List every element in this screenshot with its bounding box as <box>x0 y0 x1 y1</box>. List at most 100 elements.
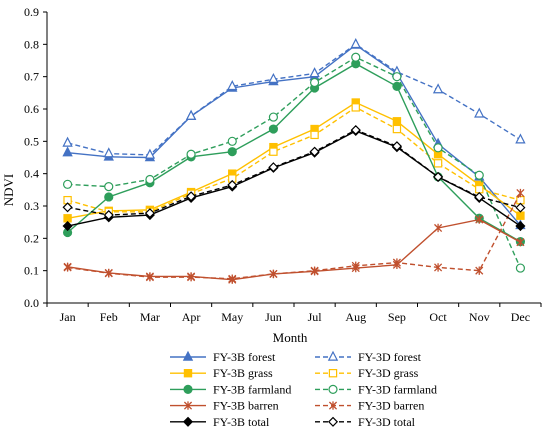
legend-item-fy-3b-farmland: FY-3B farmland <box>170 382 291 396</box>
series-fy-3b-total <box>62 125 526 232</box>
x-tick-labels: Jan Feb Mar Apr May Jun Jul Aug Sep Oct Nov Dec <box>60 310 530 324</box>
y-tick-label: 0.7 <box>24 70 39 84</box>
point-fy-3b-farmland-sep <box>392 81 402 91</box>
legend-swatch-marker <box>183 369 193 378</box>
point-fy-3d-farmland-dec <box>515 263 526 273</box>
series-fy-3d-farmland <box>62 52 526 273</box>
x-tick-label-mar: Mar <box>140 310 160 324</box>
point-fy-3d-forest-jan <box>62 136 73 147</box>
x-tick-label-jul: Jul <box>308 310 323 324</box>
point-fy-3d-farmland-jun <box>268 112 279 122</box>
legend-item-fy-3b-total: FY-3B total <box>170 415 270 429</box>
point-fy-3d-barren-oct <box>434 263 443 272</box>
point-fy-3d-total-aug <box>350 124 361 136</box>
point-fy-3d-forest-jun <box>268 72 279 84</box>
point-fy-3b-barren-dec <box>516 238 525 247</box>
legend-item-fy-3d-farmland: FY-3D farmland <box>315 382 437 396</box>
point-fy-3b-farmland-may <box>227 147 237 157</box>
legend-label: FY-3D farmland <box>358 382 437 396</box>
point-fy-3d-barren-dec <box>516 188 525 198</box>
legend-label: FY-3B grass <box>213 366 273 380</box>
legend-label: FY-3B farmland <box>213 382 291 396</box>
point-fy-3d-forest-dec <box>515 133 526 144</box>
y-tick-label: 0.3 <box>24 199 39 213</box>
point-fy-3d-barren-aug <box>351 261 360 271</box>
point-fy-3d-grass-jul <box>310 130 319 140</box>
point-fy-3d-forest-may <box>227 80 238 91</box>
series-line-fy-3d-grass <box>67 106 521 213</box>
point-fy-3b-barren-oct <box>434 223 443 233</box>
legend-swatch-marker <box>183 384 193 394</box>
point-fy-3d-forest-nov <box>474 107 485 118</box>
x-tick-label-sep: Sep <box>388 310 406 324</box>
y-axis-label: NDVI <box>1 174 16 207</box>
x-axis-label: Month <box>273 330 308 345</box>
point-fy-3d-barren-jun <box>269 269 278 279</box>
point-fy-3d-forest-mar <box>144 148 156 159</box>
legend-swatch-marker <box>328 384 338 394</box>
point-fy-3b-forest-jan <box>62 146 73 157</box>
point-fy-3d-barren-jan <box>63 263 72 272</box>
legend-label: FY-3D total <box>358 415 416 429</box>
x-tick-label-feb: Feb <box>100 310 118 324</box>
point-fy-3d-barren-apr <box>187 272 196 282</box>
point-fy-3d-farmland-jul <box>309 77 320 88</box>
y-tick-labels: 0.0 0.1 0.2 0.3 0.4 0.5 0.6 0.7 0.8 0.9 <box>24 5 39 310</box>
point-fy-3d-farmland-apr <box>186 149 196 159</box>
legend-swatch-marker <box>182 350 194 361</box>
point-fy-3d-barren-feb <box>104 269 113 278</box>
x-tick-label-jan: Jan <box>60 310 76 324</box>
series-fy-3d-forest <box>62 38 526 159</box>
point-fy-3d-farmland-nov <box>474 170 484 180</box>
point-fy-3b-farmland-feb <box>104 192 114 202</box>
point-fy-3d-forest-aug <box>350 38 361 49</box>
point-fy-3d-total-apr <box>186 191 197 202</box>
series-line-fy-3d-total <box>67 129 521 216</box>
point-fy-3d-total-may <box>227 179 238 191</box>
legend-swatch-marker <box>327 416 339 427</box>
x-tick-label-may: May <box>221 310 243 324</box>
point-fy-3d-total-jul <box>309 146 320 157</box>
point-fy-3b-total-jan <box>62 220 73 232</box>
x-tick-label-apr: Apr <box>182 310 201 324</box>
legend-swatch-marker <box>182 416 194 427</box>
legend-item-fy-3d-barren: FY-3D barren <box>315 399 424 413</box>
point-fy-3d-total-feb <box>103 210 114 221</box>
point-fy-3b-grass-dec <box>516 211 525 220</box>
chart-axes <box>43 11 542 307</box>
point-fy-3b-grass-sep <box>392 117 402 126</box>
point-fy-3d-total-mar <box>144 208 155 219</box>
point-fy-3d-farmland-aug <box>351 52 361 62</box>
point-fy-3d-total-nov <box>474 191 485 202</box>
y-tick-label: 0.4 <box>24 167 39 181</box>
legend-item-fy-3b-barren: FY-3B barren <box>170 399 279 413</box>
series-line-fy-3b-barren <box>67 218 521 281</box>
series-line-fy-3d-barren <box>67 192 522 280</box>
point-fy-3b-barren-nov <box>475 215 484 224</box>
series-line-fy-3b-grass <box>67 101 521 219</box>
y-tick-label: 0.8 <box>24 37 39 51</box>
legend-label: FY-3B total <box>213 415 270 429</box>
point-fy-3d-barren-mar <box>145 272 154 282</box>
series-fy-3d-total <box>62 124 526 221</box>
series-line-fy-3b-farmland <box>67 62 521 243</box>
point-fy-3b-total-dec <box>515 220 526 232</box>
point-fy-3d-grass-jun <box>269 147 278 156</box>
legend-label: FY-3D grass <box>358 366 419 380</box>
point-fy-3d-forest-feb <box>103 147 114 158</box>
series-line-fy-3b-forest <box>67 44 521 226</box>
legend-item-fy-3d-forest: FY-3D forest <box>315 350 422 364</box>
legend-swatch-marker <box>328 401 338 410</box>
series-fy-3b-farmland <box>62 59 526 247</box>
x-tick-label-nov: Nov <box>469 310 490 324</box>
point-fy-3d-total-oct <box>433 171 444 182</box>
y-tick-label: 0.9 <box>24 5 39 19</box>
y-tick-label: 0.5 <box>24 134 39 148</box>
legend-label: FY-3D barren <box>358 399 424 413</box>
legend-label: FY-3B barren <box>213 399 279 413</box>
point-fy-3d-total-jun <box>268 162 279 173</box>
point-fy-3d-farmland-sep <box>392 72 402 82</box>
legend-swatch-marker <box>328 369 338 378</box>
series-fy-3b-forest <box>62 38 526 230</box>
